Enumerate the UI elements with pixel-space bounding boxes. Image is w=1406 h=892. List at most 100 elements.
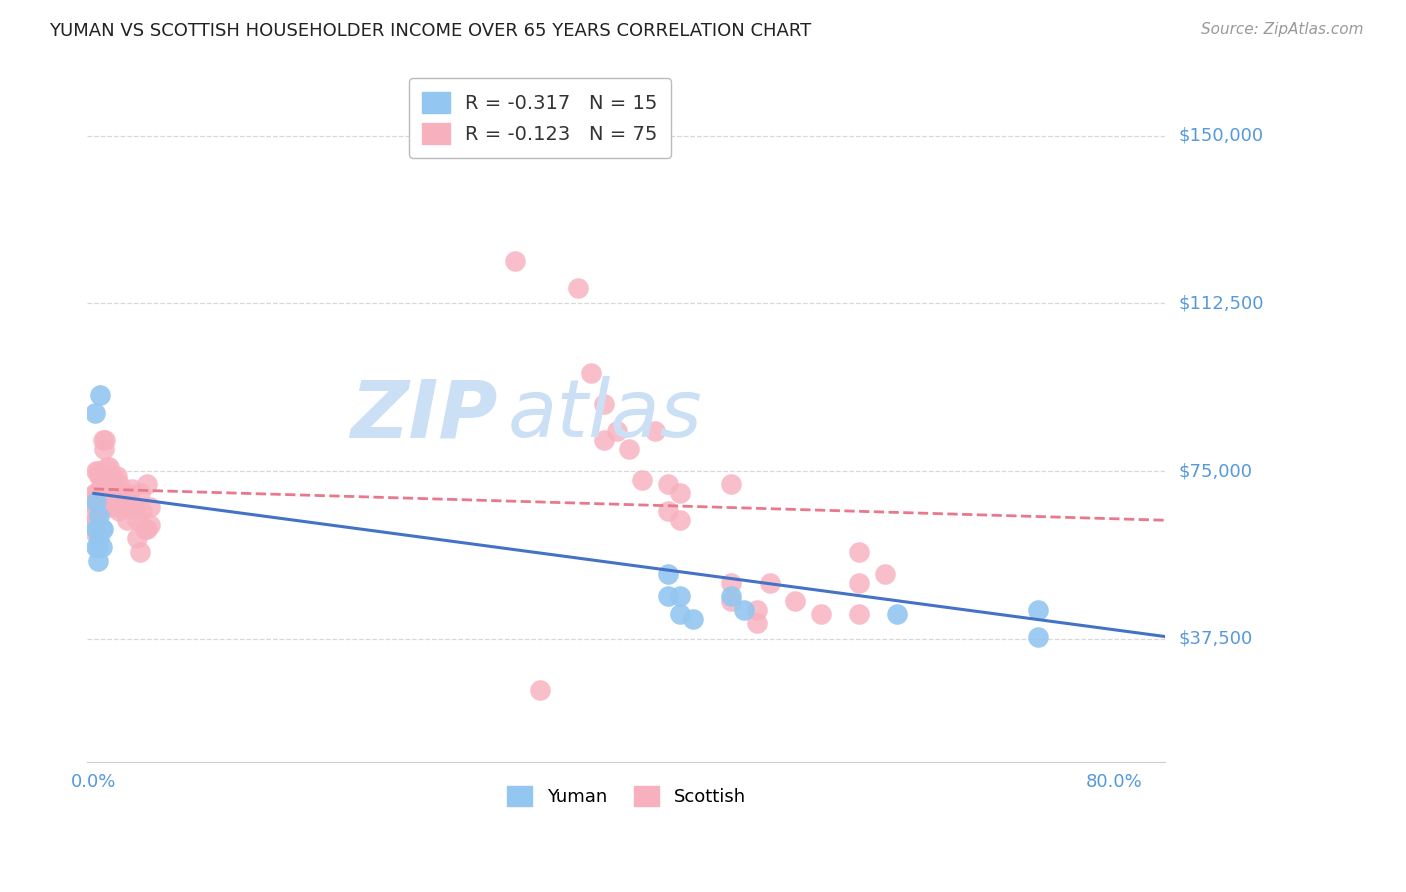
Point <box>90 522 112 536</box>
Point <box>720 593 742 607</box>
Text: atlas: atlas <box>508 376 703 454</box>
Point <box>785 593 807 607</box>
Point <box>91 468 114 483</box>
Point <box>105 500 128 514</box>
Point <box>108 504 131 518</box>
Point <box>848 575 870 590</box>
Point <box>86 495 108 509</box>
Point <box>139 500 162 514</box>
Point <box>886 607 908 622</box>
Point <box>873 566 896 581</box>
Point <box>139 517 162 532</box>
Text: $37,500: $37,500 <box>1180 630 1253 648</box>
Point <box>848 607 870 622</box>
Point <box>529 683 551 698</box>
Point <box>86 513 108 527</box>
Point <box>128 486 150 500</box>
Point <box>86 464 108 478</box>
Point <box>503 253 526 268</box>
Point <box>89 468 111 483</box>
Text: $75,000: $75,000 <box>1180 462 1253 480</box>
Point <box>720 477 742 491</box>
Point <box>91 522 114 536</box>
Point <box>104 486 127 500</box>
Point <box>84 513 107 527</box>
Point <box>810 607 832 622</box>
Point <box>91 433 114 447</box>
Point <box>127 513 149 527</box>
Point <box>103 477 125 491</box>
Point <box>90 486 112 500</box>
Point <box>593 397 616 411</box>
Point <box>108 477 131 491</box>
Point <box>115 486 138 500</box>
Point <box>745 616 768 631</box>
Point <box>657 477 679 491</box>
Point <box>101 468 124 483</box>
Point <box>86 464 108 478</box>
Point <box>87 531 110 545</box>
Point <box>96 486 118 500</box>
Point <box>86 540 108 554</box>
Point <box>579 366 602 380</box>
Point <box>90 540 112 554</box>
Text: $112,500: $112,500 <box>1180 294 1264 312</box>
Point <box>606 424 628 438</box>
Point <box>644 424 666 438</box>
Point <box>86 553 108 567</box>
Point <box>669 486 692 500</box>
Point <box>631 473 654 487</box>
Point <box>93 468 115 483</box>
Point <box>105 468 128 483</box>
Point <box>128 544 150 558</box>
Text: Source: ZipAtlas.com: Source: ZipAtlas.com <box>1201 22 1364 37</box>
Point <box>87 500 110 514</box>
Point <box>100 477 122 491</box>
Point <box>848 544 870 558</box>
Point <box>669 513 692 527</box>
Point <box>86 486 108 500</box>
Point <box>86 526 108 541</box>
Point <box>619 442 641 456</box>
Point <box>98 459 121 474</box>
Point <box>134 522 156 536</box>
Point <box>758 575 780 590</box>
Text: YUMAN VS SCOTTISH HOUSEHOLDER INCOME OVER 65 YEARS CORRELATION CHART: YUMAN VS SCOTTISH HOUSEHOLDER INCOME OVE… <box>49 22 811 40</box>
Point <box>567 281 589 295</box>
Point <box>720 575 742 590</box>
Point <box>127 531 149 545</box>
Point <box>86 540 108 554</box>
Point <box>86 522 108 536</box>
Point <box>115 513 138 527</box>
Point <box>114 500 136 514</box>
Point <box>86 500 108 514</box>
Point <box>657 504 679 518</box>
Point <box>84 500 107 514</box>
Point <box>96 459 118 474</box>
Point <box>720 589 742 603</box>
Point <box>1026 630 1049 644</box>
Point <box>87 468 110 483</box>
Point <box>86 486 108 500</box>
Point <box>682 612 704 626</box>
Legend: Yuman, Scottish: Yuman, Scottish <box>498 777 755 815</box>
Point <box>124 500 146 514</box>
Point <box>136 477 159 491</box>
Point <box>1026 603 1049 617</box>
Point <box>84 486 107 500</box>
Point <box>657 589 679 603</box>
Text: $150,000: $150,000 <box>1180 127 1264 145</box>
Point <box>131 504 153 518</box>
Point <box>669 607 692 622</box>
Point <box>84 406 107 420</box>
Point <box>593 433 616 447</box>
Point <box>87 486 110 500</box>
Point <box>89 482 111 496</box>
Point <box>86 495 108 509</box>
Point <box>87 508 110 523</box>
Point <box>90 500 112 514</box>
Point <box>136 522 159 536</box>
Point <box>94 433 117 447</box>
Point <box>111 486 134 500</box>
Point <box>86 522 108 536</box>
